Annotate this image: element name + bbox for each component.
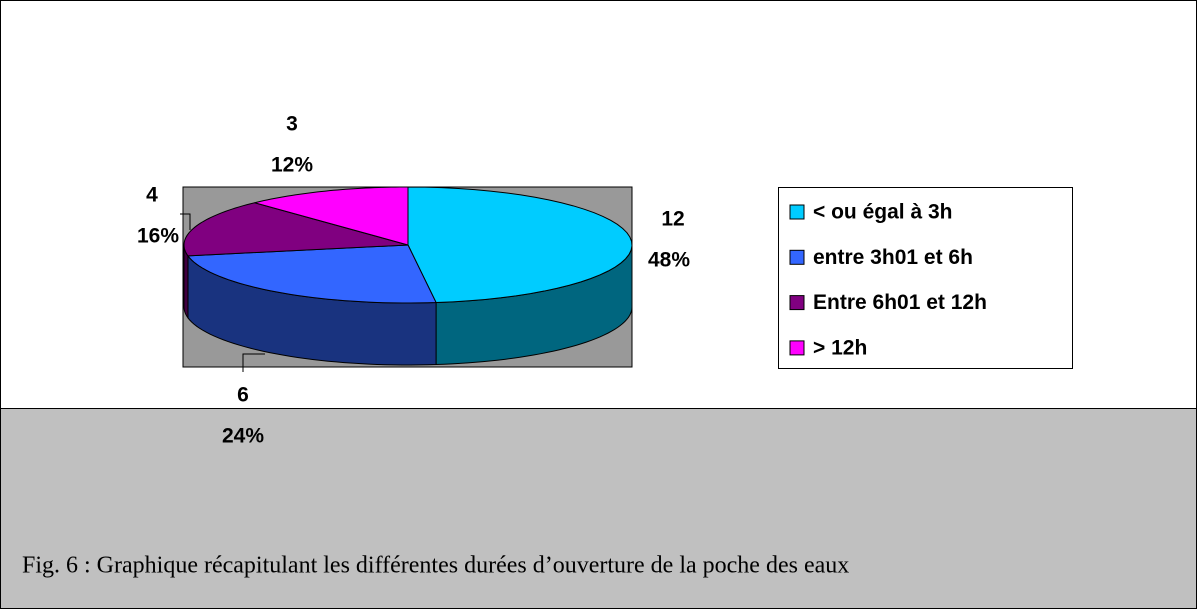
legend-label: < ou égal à 3h [813, 201, 952, 224]
pie-slice [183, 202, 409, 257]
data-label-value: 4 [146, 184, 158, 207]
pie-slice [254, 186, 409, 246]
legend [778, 187, 1073, 369]
data-label-percent: 12% [271, 154, 313, 177]
legend-swatch [789, 204, 805, 220]
legend-label: Entre 6h01 et 12h [813, 291, 987, 314]
legend-swatch [789, 295, 805, 311]
data-label-percent: 16% [137, 225, 179, 248]
legend-swatch [789, 249, 805, 265]
legend-swatch [789, 340, 805, 356]
pie-slice [186, 244, 437, 304]
pie-side [183, 244, 189, 320]
caption: Fig. 6 : Graphique récapitulant les diff… [22, 553, 849, 579]
leader-line [180, 213, 191, 230]
data-label-value: 3 [286, 113, 298, 136]
legend-label: entre 3h01 et 6h [813, 246, 973, 269]
data-label-value: 6 [237, 384, 249, 407]
legend-label: > 12h [813, 336, 867, 359]
data-label-value: 12 [661, 208, 684, 231]
leader-line [242, 353, 265, 372]
caption-box [0, 408, 1197, 609]
data-label-percent: 24% [222, 425, 264, 448]
data-label-percent: 48% [648, 249, 690, 272]
pie-slice [407, 186, 633, 304]
